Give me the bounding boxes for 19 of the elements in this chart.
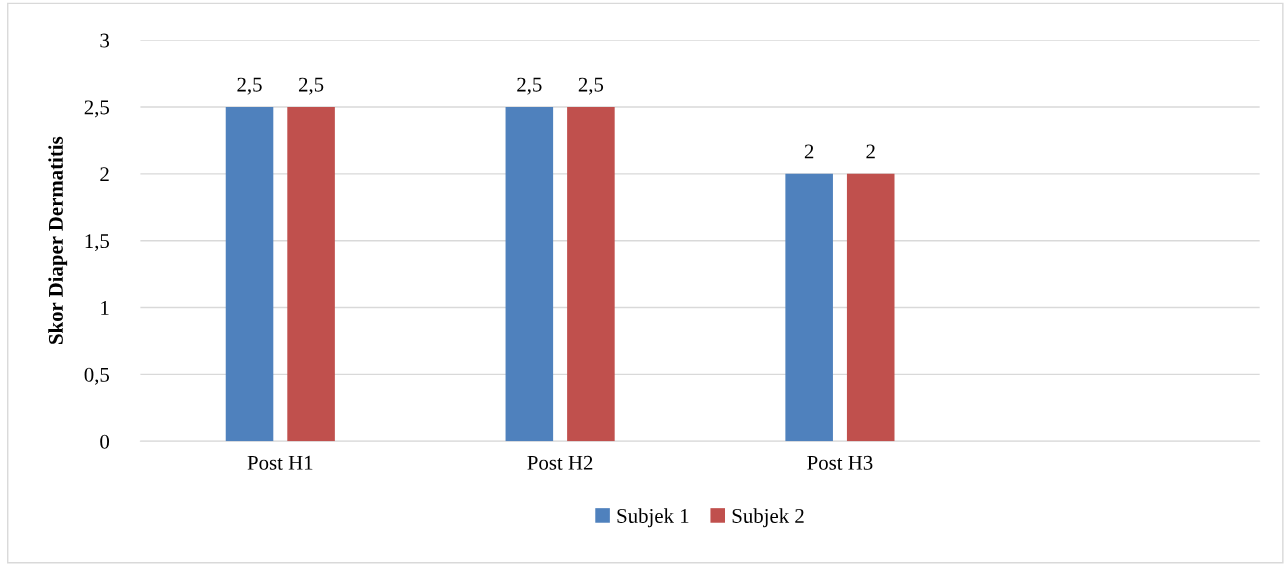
y-tick-label: 0 [100,434,110,449]
y-tick-label: 1 [101,301,109,315]
x-tick-label: Post H1 [247,455,313,470]
legend-label: Subjek 1 [617,508,689,528]
y-axis-title: Skor Diaper Dermatitis [48,136,68,344]
x-tick-label: Post H2 [527,455,593,470]
data-label: 2,5 [237,77,262,95]
data-label: 2,5 [298,77,324,95]
y-tick-label: 3 [100,33,110,48]
x-tick-label: Post H3 [807,455,873,470]
y-tick-label: 2 [100,167,109,182]
y-tick-label: 2,5 [84,100,110,118]
y-tick-label: 0,5 [84,367,110,385]
legend-label: Subjek 2 [732,508,804,528]
data-label: 2,5 [578,77,604,95]
data-label: 2,5 [517,77,542,95]
y-tick-label: 1,5 [85,234,110,252]
data-label: 2 [804,144,814,159]
data-label: 2 [866,144,875,159]
